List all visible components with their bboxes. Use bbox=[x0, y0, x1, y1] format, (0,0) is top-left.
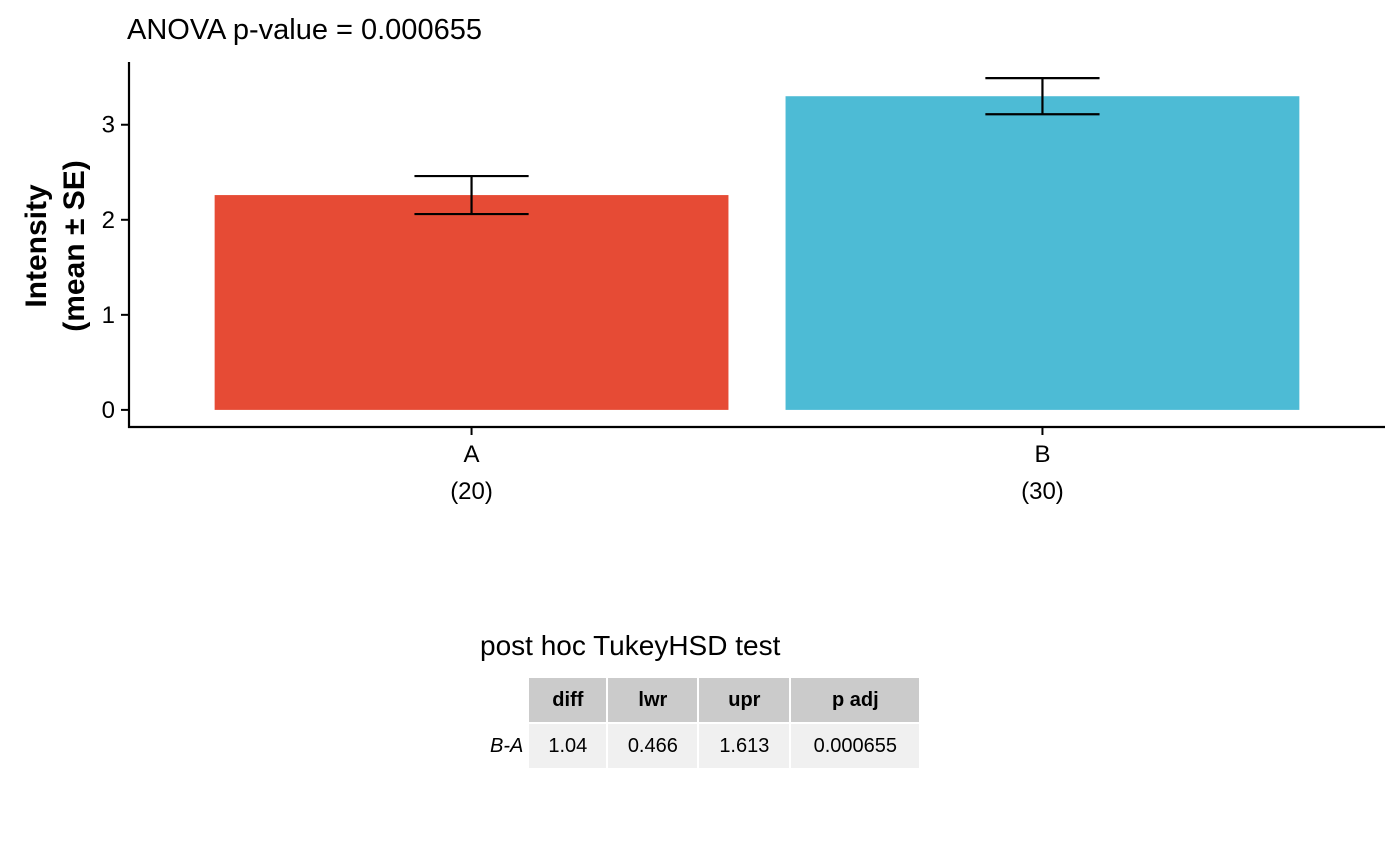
y-tick-label: 3 bbox=[102, 112, 115, 139]
posthoc-title: post hoc TukeyHSD test bbox=[480, 630, 781, 661]
bar-chart: ANOVA p-value = 0.000655 Intensity (mean… bbox=[20, 14, 1385, 505]
bar-B bbox=[785, 96, 1300, 410]
x-tick-count-label: (20) bbox=[450, 478, 493, 505]
tukey-table: diff lwr upr p adj B-A 1.04 0.466 1.613 … bbox=[490, 676, 922, 770]
cell-lwr: 0.466 bbox=[606, 722, 700, 770]
cell-p-adj: 0.000655 bbox=[789, 722, 922, 770]
posthoc-table-panel: post hoc TukeyHSD test diff lwr upr p ad… bbox=[480, 630, 922, 770]
x-tick-count-label: (30) bbox=[1021, 478, 1064, 505]
y-axis-title-line-1: Intensity bbox=[20, 184, 53, 308]
column-header-lwr: lwr bbox=[606, 676, 700, 724]
y-tick-label: 2 bbox=[102, 207, 115, 234]
x-tick-label: A bbox=[464, 441, 480, 468]
plot-area: 0 1 2 3 A (20) B (30) bbox=[102, 77, 1300, 505]
column-header-upr: upr bbox=[697, 676, 792, 724]
bar-A bbox=[214, 195, 729, 410]
row-label: B-A bbox=[490, 734, 524, 757]
y-tick-label: 0 bbox=[102, 397, 115, 424]
y-tick-label: 1 bbox=[102, 302, 115, 329]
y-axis-title-line-2: (mean ± SE) bbox=[58, 160, 91, 332]
table-row: B-A 1.04 0.466 1.613 0.000655 bbox=[490, 722, 922, 770]
cell-upr: 1.613 bbox=[697, 722, 792, 770]
chart-title: ANOVA p-value = 0.000655 bbox=[127, 14, 482, 46]
column-header-p-adj: p adj bbox=[789, 676, 922, 724]
x-tick-label: B bbox=[1034, 441, 1050, 468]
column-header-diff: diff bbox=[527, 676, 609, 724]
table-header-row: diff lwr upr p adj bbox=[490, 676, 922, 724]
table-corner bbox=[490, 677, 528, 723]
cell-diff: 1.04 bbox=[527, 722, 609, 770]
